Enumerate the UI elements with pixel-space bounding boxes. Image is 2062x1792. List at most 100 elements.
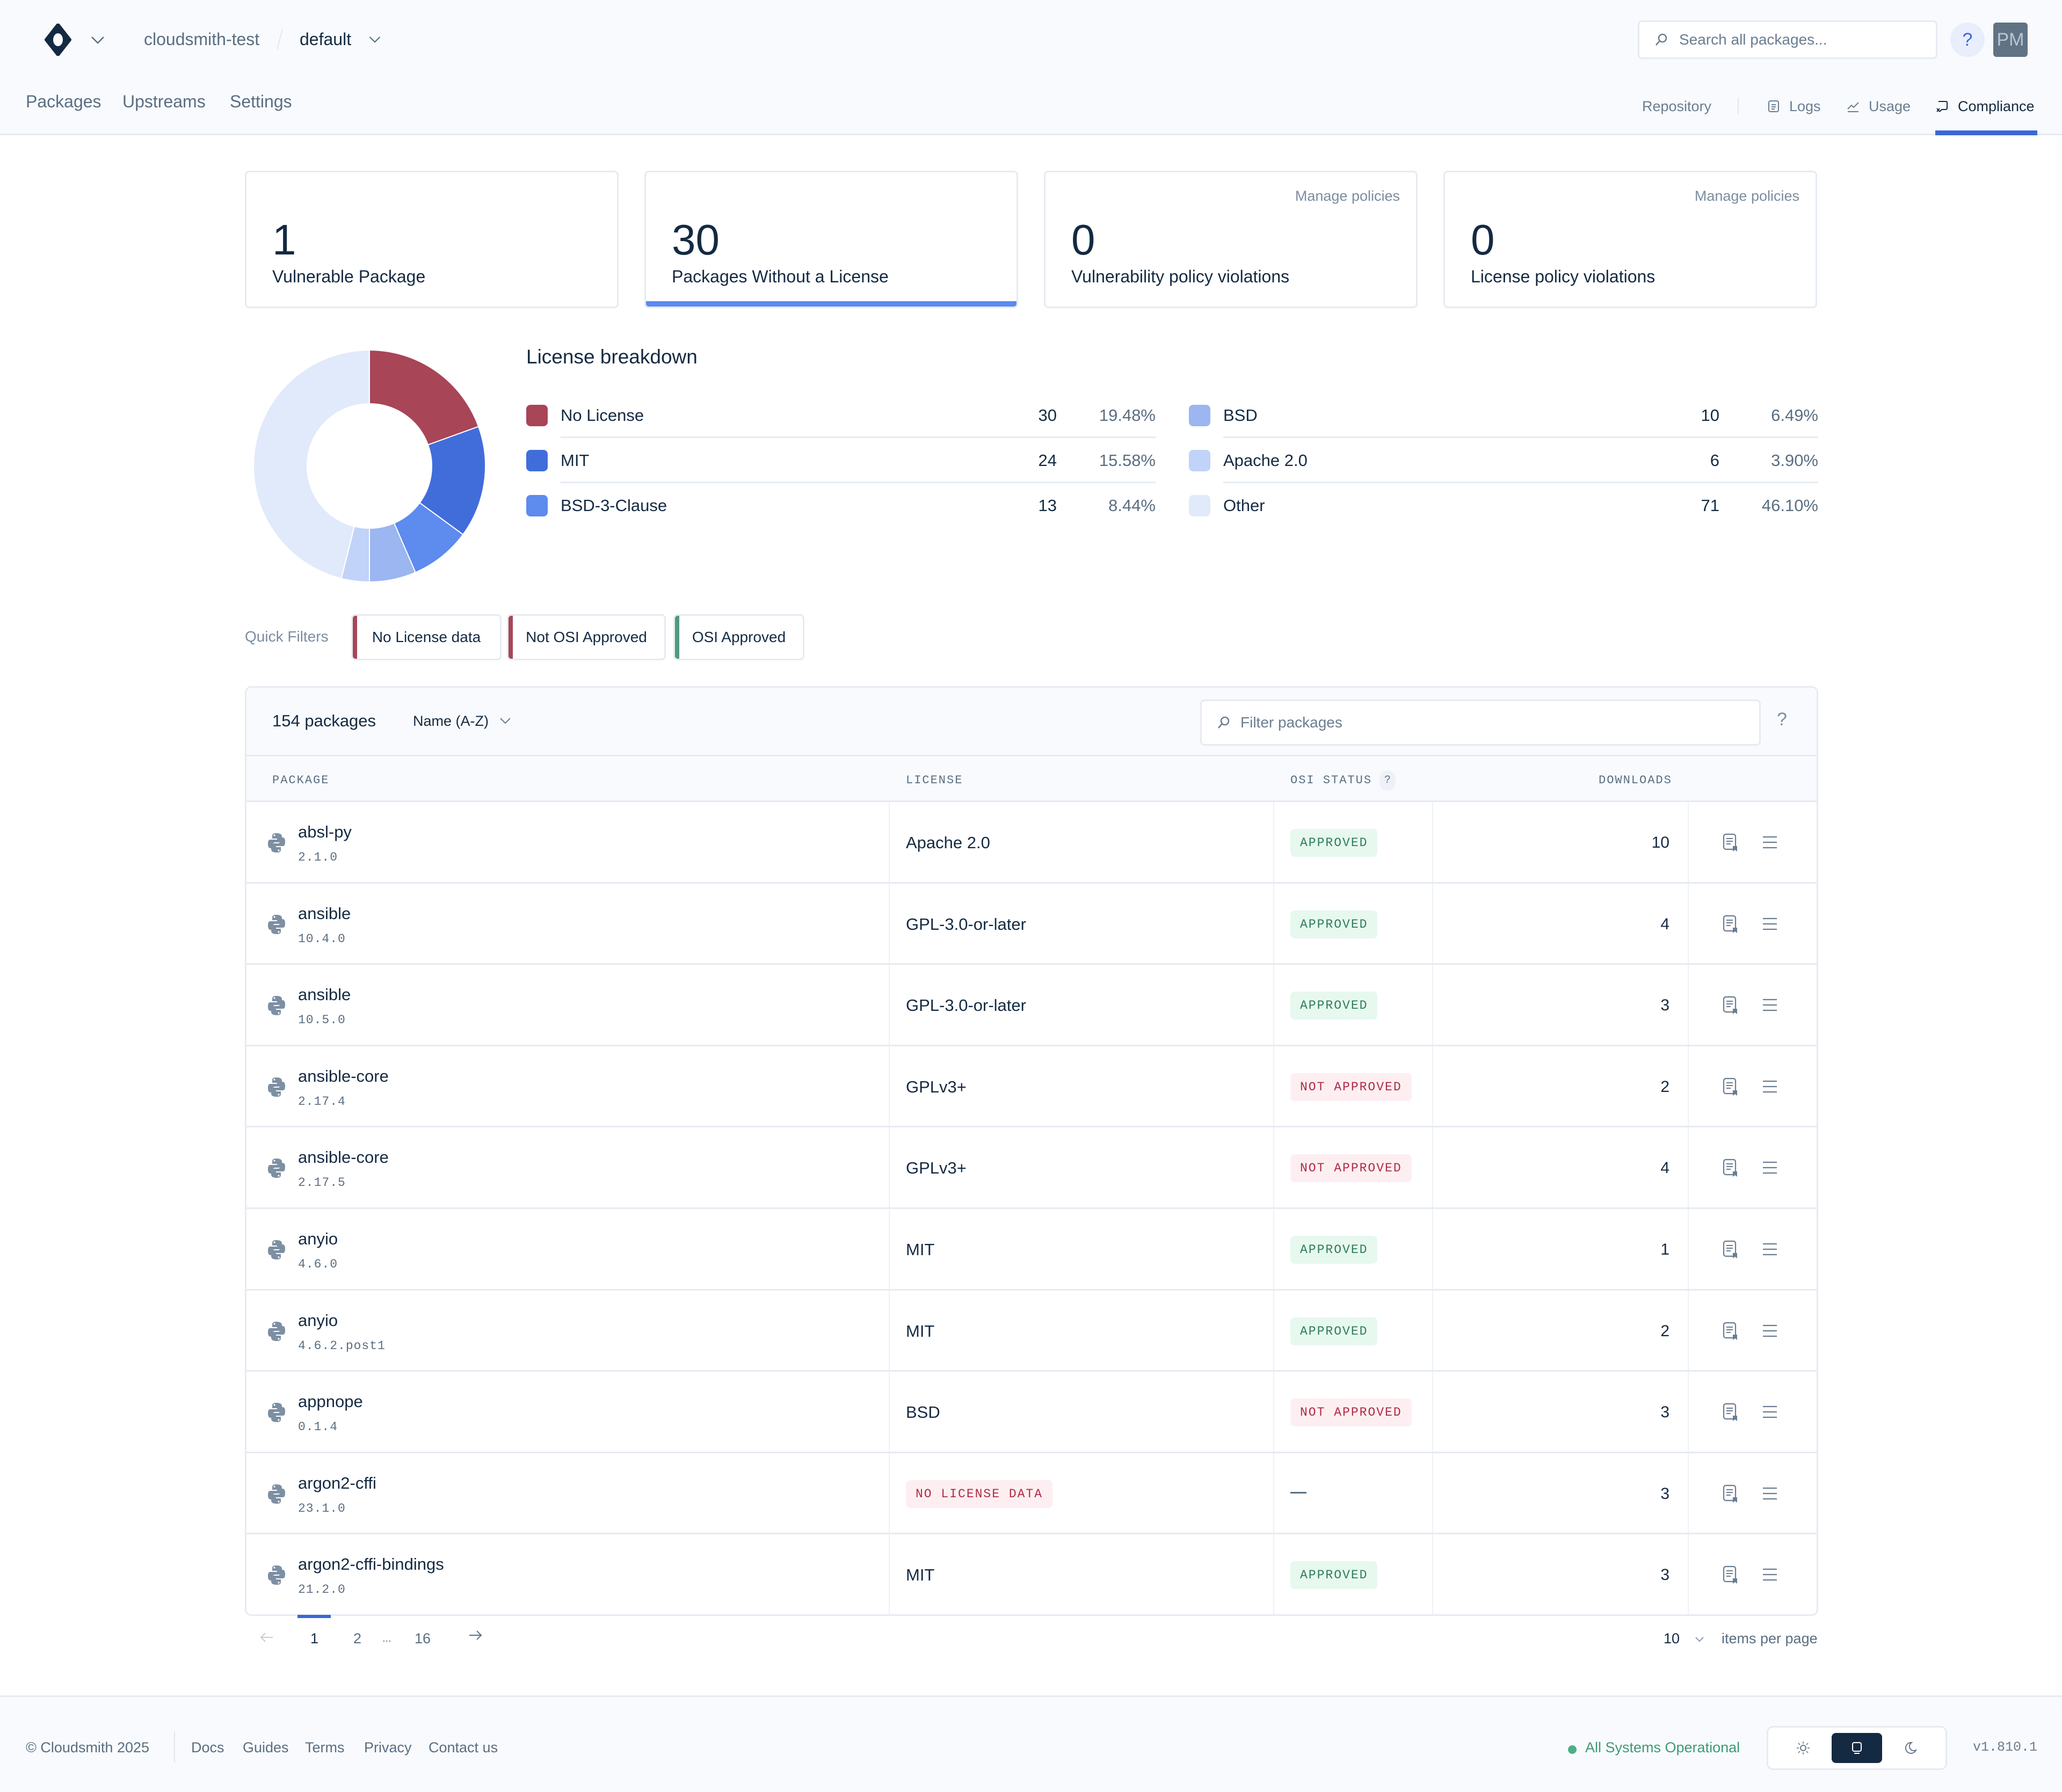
package-name-link[interactable]: anyio xyxy=(298,1310,338,1330)
theme-dark-button[interactable] xyxy=(1885,1733,1936,1763)
package-name-link[interactable]: ansible-core xyxy=(298,1148,389,1167)
table-row[interactable]: absl-py 2.1.0 Apache 2.0 APPROVED 10 xyxy=(246,802,1817,884)
package-name-link[interactable]: ansible-core xyxy=(298,1066,389,1086)
table-row[interactable]: anyio 4.6.0 MIT APPROVED 1 xyxy=(246,1208,1817,1291)
table-row[interactable]: argon2-cffi 23.1.0 NO LICENSE DATA 3 xyxy=(246,1453,1817,1535)
license-document-icon[interactable] xyxy=(1722,996,1738,1015)
table-row[interactable]: ansible-core 2.17.4 GPLv3+ NOT APPROVED 2 xyxy=(246,1046,1817,1128)
license-document-icon[interactable] xyxy=(1722,1159,1738,1178)
osi-help-icon[interactable]: ? xyxy=(1379,770,1396,791)
license-donut-chart[interactable] xyxy=(251,348,488,584)
manage-policies-link[interactable]: Manage policies xyxy=(1295,188,1400,204)
footer-link-terms[interactable]: Terms xyxy=(305,1739,345,1755)
row-menu-icon[interactable] xyxy=(1762,1242,1778,1256)
table-row[interactable]: ansible 10.5.0 GPL-3.0-or-later APPROVED 3 xyxy=(246,965,1817,1046)
quick-filter-no-license[interactable]: No License data xyxy=(351,614,502,660)
breadcrumb-repo[interactable]: default xyxy=(300,30,352,49)
donut-slice-mit[interactable] xyxy=(419,426,486,536)
filter-packages-input[interactable]: Filter packages xyxy=(1200,700,1761,746)
sort-select[interactable]: Name (A-Z) xyxy=(413,710,511,732)
table-row[interactable]: anyio 4.6.2.post1 MIT APPROVED 2 xyxy=(246,1290,1817,1372)
row-menu-icon[interactable] xyxy=(1762,917,1778,931)
row-menu-icon[interactable] xyxy=(1762,1487,1778,1500)
column-header-osi-status[interactable]: OSI STATUS ? xyxy=(1290,770,1396,791)
column-header-license[interactable]: LICENSE xyxy=(906,774,963,787)
column-header-downloads[interactable]: DOWNLOADS xyxy=(1599,774,1672,787)
license-document-icon[interactable] xyxy=(1722,1565,1738,1585)
license-document-icon[interactable] xyxy=(1722,1322,1738,1341)
row-menu-icon[interactable] xyxy=(1762,1405,1778,1419)
breadcrumb-org[interactable]: cloudsmith-test xyxy=(144,30,260,49)
footer-link-privacy[interactable]: Privacy xyxy=(364,1739,412,1755)
license-document-icon[interactable] xyxy=(1722,833,1738,853)
row-menu-icon[interactable] xyxy=(1762,1161,1778,1175)
package-name-link[interactable]: argon2-cffi xyxy=(298,1473,376,1492)
table-row[interactable]: appnope 0.1.4 BSD NOT APPROVED 3 xyxy=(246,1372,1817,1453)
package-name-link[interactable]: argon2-cffi-bindings xyxy=(298,1555,444,1574)
user-avatar[interactable]: PM xyxy=(1993,23,2028,57)
repo-switcher-chevron-icon[interactable] xyxy=(368,35,381,44)
tab-usage[interactable]: Usage xyxy=(1846,94,1911,118)
org-switcher-chevron-icon[interactable] xyxy=(90,35,105,45)
license-document-icon[interactable] xyxy=(1722,915,1738,934)
license-document-icon[interactable] xyxy=(1722,1077,1738,1097)
system-status-link[interactable]: All Systems Operational xyxy=(1585,1739,1740,1755)
nav-settings[interactable]: Settings xyxy=(230,92,292,111)
legend-item-other[interactable]: Other 71 46.10% xyxy=(1189,483,1818,528)
legend-name: BSD xyxy=(1223,406,1258,425)
per-page-select[interactable]: 10 xyxy=(1664,1630,1680,1647)
stat-card-no-license[interactable]: 30 Packages Without a License xyxy=(644,171,1018,308)
page-1[interactable]: 1 xyxy=(310,1630,319,1647)
quick-filter-osi-approved[interactable]: OSI Approved xyxy=(673,614,804,660)
theme-light-button[interactable] xyxy=(1778,1733,1828,1763)
package-name-link[interactable]: appnope xyxy=(298,1392,363,1411)
theme-system-button[interactable] xyxy=(1832,1733,1882,1763)
filter-help-icon[interactable]: ? xyxy=(1777,709,1787,730)
package-name-link[interactable]: anyio xyxy=(298,1229,338,1248)
legend-item-no-license[interactable]: No License 30 19.48% xyxy=(526,393,1156,438)
manage-policies-link[interactable]: Manage policies xyxy=(1694,188,1799,204)
stat-card-vulnerable[interactable]: 1 Vulnerable Package xyxy=(245,171,619,308)
footer-link-guides[interactable]: Guides xyxy=(243,1739,289,1755)
cloudsmith-logo-icon[interactable] xyxy=(42,24,74,56)
global-search-input[interactable]: Search all packages... xyxy=(1638,20,1937,59)
license-document-icon[interactable] xyxy=(1722,1403,1738,1422)
table-row[interactable]: argon2-cffi-bindings 21.2.0 MIT APPROVED 3 xyxy=(246,1534,1817,1614)
license-document-icon[interactable] xyxy=(1722,1240,1738,1259)
next-page-arrow-icon[interactable] xyxy=(467,1629,483,1642)
row-menu-icon[interactable] xyxy=(1762,1568,1778,1582)
column-header-package[interactable]: PACKAGE xyxy=(272,774,330,787)
donut-slice-other[interactable] xyxy=(253,349,370,579)
page-16[interactable]: 16 xyxy=(415,1630,431,1647)
help-button[interactable]: ? xyxy=(1950,23,1985,57)
package-name-link[interactable]: ansible xyxy=(298,985,351,1004)
row-menu-icon[interactable] xyxy=(1762,1324,1778,1338)
stat-card-vuln-policy[interactable]: Manage policies 0 Vulnerability policy v… xyxy=(1044,171,1418,308)
page-2[interactable]: 2 xyxy=(353,1630,362,1647)
tab-logs[interactable]: Logs xyxy=(1767,94,1821,118)
row-menu-icon[interactable] xyxy=(1762,835,1778,849)
quick-filter-not-osi-approved[interactable]: Not OSI Approved xyxy=(507,614,666,660)
legend-item-apache[interactable]: Apache 2.0 6 3.90% xyxy=(1189,438,1818,483)
footer-link-contact[interactable]: Contact us xyxy=(429,1739,498,1755)
nav-upstreams[interactable]: Upstreams xyxy=(122,92,206,111)
legend-item-bsd[interactable]: BSD 10 6.49% xyxy=(1189,393,1818,438)
per-page-chevron-icon[interactable] xyxy=(1695,1636,1704,1643)
osi-status-badge: APPROVED xyxy=(1290,829,1378,857)
legend-item-mit[interactable]: MIT 24 15.58% xyxy=(526,438,1156,483)
package-name-link[interactable]: absl-py xyxy=(298,822,352,841)
license-document-icon[interactable] xyxy=(1722,1484,1738,1504)
row-menu-icon[interactable] xyxy=(1762,998,1778,1012)
tab-repository[interactable]: Repository xyxy=(1642,94,1711,118)
package-name-link[interactable]: ansible xyxy=(298,904,351,923)
donut-slice-no-license[interactable] xyxy=(369,349,480,446)
footer-link-docs[interactable]: Docs xyxy=(191,1739,224,1755)
stat-card-license-policy[interactable]: Manage policies 0 License policy violati… xyxy=(1443,171,1817,308)
tab-compliance[interactable]: Compliance xyxy=(1935,94,2035,118)
legend-item-bsd-3-clause[interactable]: BSD-3-Clause 13 8.44% xyxy=(526,483,1156,528)
nav-packages[interactable]: Packages xyxy=(26,92,101,111)
table-row[interactable]: ansible-core 2.17.5 GPLv3+ NOT APPROVED 4 xyxy=(246,1127,1817,1209)
table-row[interactable]: ansible 10.4.0 GPL-3.0-or-later APPROVED 4 xyxy=(246,883,1817,965)
prev-page-arrow-icon[interactable] xyxy=(259,1631,275,1644)
row-menu-icon[interactable] xyxy=(1762,1080,1778,1094)
